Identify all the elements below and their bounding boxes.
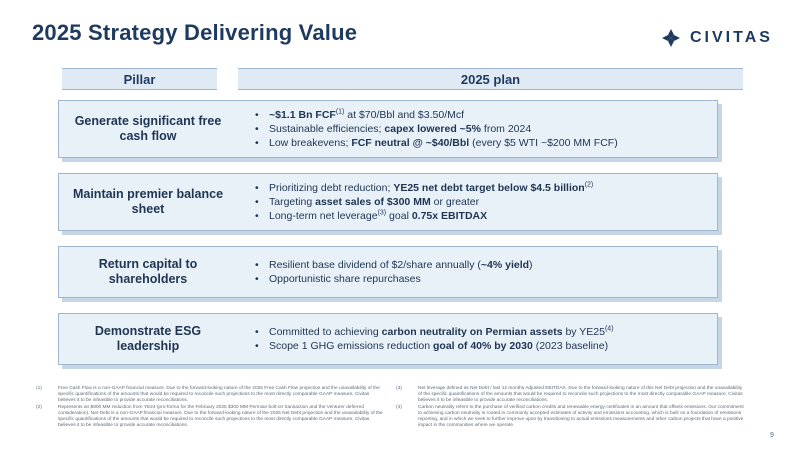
footnote-ref: (2) [584,181,594,189]
bullet-emphasis: ~$1.1 Bn FCF [269,109,336,121]
bullet-emphasis: goal of 40% by 2030 [433,340,533,352]
plan-list: Prioritizing debt reduction; YE25 net de… [237,181,593,223]
bullet-text: from 2024 [480,123,532,135]
footnote-text: Represents an $800 MM reduction from YE2… [58,404,383,429]
page-title: 2025 Strategy Delivering Value [32,20,358,45]
footnote: (1) Free Cash Flow is a non-GAAP financia… [36,386,386,405]
footnote-ref: (1) [335,108,345,116]
bullet-text: at $70/Bbl and $3.50/Mcf [344,109,465,121]
bullet-text: Committed to achieving [269,326,382,338]
bullet-text: goal [386,210,412,222]
bullet-text: ) [529,259,533,271]
plan-bullet: Committed to achieving carbon neutrality… [255,325,614,339]
bullet-text: (2023 baseline) [532,340,609,352]
logo-text: CIVITAS [690,29,773,46]
bullet-text: by YE25 [562,326,605,338]
bullet-text: Opportunistic share repurchases [269,273,421,285]
bullet-emphasis: FCF neutral @ ~$40/Bbl [351,137,470,149]
bullet-text: Long-term net leverage [269,210,378,222]
plan-bullet: Low breakevens; FCF neutral @ ~$40/Bbl (… [255,136,618,150]
footnotes-right: (3) Net leverage defined as Net Debt / la… [396,386,746,429]
page-number: 9 [770,432,774,439]
plan-bullet: Resilient base dividend of $2/share annu… [255,258,533,272]
strategy-row: Return capital to shareholders Resilient… [58,246,718,298]
pillar-column-header: Pillar [62,68,217,90]
plan-bullet: Opportunistic share repurchases [255,272,533,286]
pillar-label: Return capital to shareholders [98,257,198,286]
plan-list: ~$1.1 Bn FCF(1) at $70/Bbl and $3.50/Mcf… [237,108,618,150]
bullet-text: Sustainable efficiencies; [269,123,385,135]
company-logo: CIVITAS [660,26,773,50]
bullet-emphasis: YE25 net debt target below $4.5 billion [393,182,585,194]
bullet-text: Low breakevens; [269,137,352,149]
plan-bullet: Sustainable efficiencies; capex lowered … [255,122,618,136]
bullet-text: (every $5 WTI ~$200 MM FCF) [469,137,618,149]
plan-column-header: 2025 plan [238,68,743,90]
bullet-text: Prioritizing debt reduction; [269,182,394,194]
plan-bullet: ~$1.1 Bn FCF(1) at $70/Bbl and $3.50/Mcf [255,108,618,122]
pillar-label: Demonstrate ESG leadership [94,324,202,353]
footnote: (3) Net leverage defined as Net Debt / la… [396,386,746,405]
footnote-number: (4) [396,404,402,410]
strategy-row: Maintain premier balance sheet Prioritiz… [58,173,718,231]
civitas-logo-icon [662,29,680,47]
footnote: (2) Represents an $800 MM reduction from … [36,405,386,430]
footnote: (4) Carbon neutrality refers to the purch… [396,405,746,430]
footnote-ref: (3) [377,209,387,217]
footnotes-left: (1) Free Cash Flow is a non-GAAP financia… [36,386,386,429]
plan-bullet: Scope 1 GHG emissions reduction goal of … [255,339,614,353]
bullet-text: Targeting [269,196,316,208]
bullet-emphasis: capex lowered ~5% [384,123,481,135]
footnote-text: Free Cash Flow is a non-GAAP financial m… [58,386,380,404]
footnotes: (1) Free Cash Flow is a non-GAAP financia… [36,386,776,429]
strategy-row: Demonstrate ESG leadership Committed to … [58,313,718,365]
plan-bullet: Long-term net leverage(3) goal 0.75x EBI… [255,209,593,223]
strategy-row: Generate significant free cash flow ~$1.… [58,100,718,158]
pillar-label: Maintain premier balance sheet [72,187,224,216]
bullet-emphasis: carbon neutrality on Permian assets [381,326,563,338]
bullet-emphasis: asset sales of $300 MM [315,196,431,208]
pillar-label: Generate significant free cash flow [74,114,222,143]
footnote-text: Carbon neutrality refers to the purchase… [418,404,744,429]
bullet-text: or greater [430,196,480,208]
plan-list: Resilient base dividend of $2/share annu… [237,258,533,286]
footnote-number: (3) [396,386,402,391]
bullet-text: Scope 1 GHG emissions reduction [269,340,433,352]
plan-bullet: Targeting asset sales of $300 MM or grea… [255,195,593,209]
plan-bullet: Prioritizing debt reduction; YE25 net de… [255,181,593,195]
plan-list: Committed to achieving carbon neutrality… [237,325,614,353]
footnote-number: (2) [36,404,42,410]
bullet-emphasis: ~4% yield [480,259,530,271]
footnote-ref: (4) [604,325,614,333]
footnote-number: (1) [36,386,42,391]
bullet-text: Resilient base dividend of $2/share annu… [269,259,481,271]
bullet-emphasis: 0.75x EBITDAX [411,210,488,222]
footnote-text: Net leverage defined as Net Debt / last … [418,386,743,404]
